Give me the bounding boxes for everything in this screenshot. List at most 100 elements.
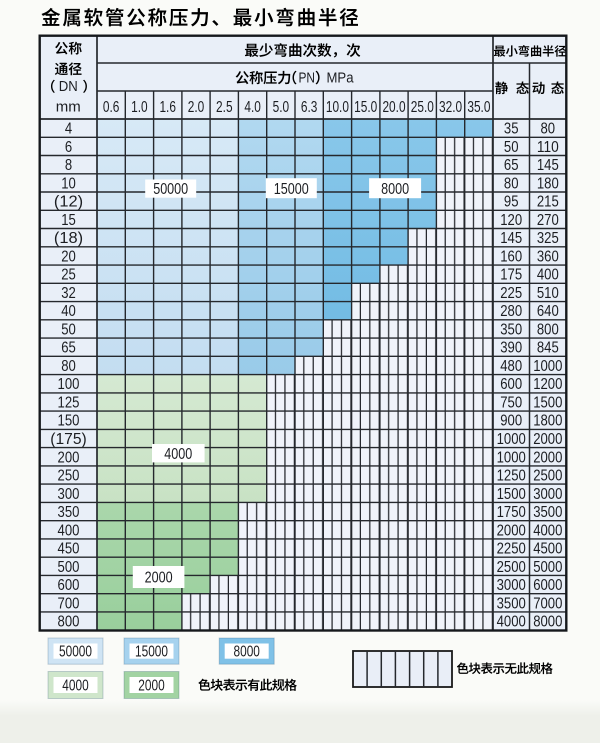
svg-text:1000: 1000 — [533, 358, 562, 375]
svg-text:5000: 5000 — [533, 559, 562, 576]
svg-text:20.0: 20.0 — [382, 99, 405, 116]
svg-text:280: 280 — [500, 303, 522, 320]
svg-text:35: 35 — [504, 121, 519, 138]
svg-text:1200: 1200 — [533, 376, 562, 393]
svg-text:1750: 1750 — [497, 504, 526, 521]
svg-text:4000: 4000 — [497, 614, 526, 631]
svg-text:15: 15 — [61, 212, 76, 229]
svg-text:360: 360 — [537, 248, 559, 265]
svg-text:100: 100 — [58, 376, 80, 393]
svg-text:145: 145 — [500, 230, 522, 247]
svg-text:80: 80 — [61, 358, 76, 375]
svg-text:215: 215 — [537, 194, 559, 211]
svg-text:2000: 2000 — [497, 522, 526, 539]
svg-text:160: 160 — [500, 248, 522, 265]
svg-text:8: 8 — [65, 157, 72, 174]
svg-text:2250: 2250 — [497, 541, 526, 558]
svg-text:3500: 3500 — [497, 595, 526, 612]
svg-text:600: 600 — [500, 376, 522, 393]
svg-text:2000: 2000 — [138, 677, 164, 694]
svg-text:1000: 1000 — [497, 431, 526, 448]
svg-text:95: 95 — [504, 194, 519, 211]
svg-text:35.0: 35.0 — [467, 99, 490, 116]
svg-text:65: 65 — [504, 157, 519, 174]
svg-text:5.0: 5.0 — [273, 99, 290, 116]
svg-text:32.0: 32.0 — [439, 99, 462, 116]
svg-text:MPa: MPa — [327, 71, 355, 87]
svg-text:4000: 4000 — [164, 446, 192, 463]
svg-text:10.0: 10.0 — [326, 99, 349, 116]
svg-text:390: 390 — [500, 340, 522, 357]
svg-text:800: 800 — [58, 614, 80, 631]
svg-text:25.0: 25.0 — [411, 99, 434, 116]
svg-text:400: 400 — [58, 522, 80, 539]
svg-text:1.0: 1.0 — [131, 99, 148, 116]
svg-text:1250: 1250 — [497, 468, 526, 485]
svg-text:80: 80 — [541, 121, 556, 138]
svg-text:125: 125 — [58, 395, 80, 412]
svg-text:250: 250 — [58, 468, 80, 485]
svg-text:10: 10 — [61, 175, 76, 192]
svg-text:0.6: 0.6 — [103, 99, 120, 116]
svg-text:4.0: 4.0 — [244, 99, 261, 116]
svg-text:175: 175 — [500, 267, 522, 284]
svg-text:120: 120 — [500, 212, 522, 229]
svg-text:50000: 50000 — [153, 181, 188, 198]
svg-text:350: 350 — [58, 504, 80, 521]
svg-text:32: 32 — [61, 285, 76, 302]
svg-text:350: 350 — [500, 322, 522, 339]
svg-text:2.0: 2.0 — [188, 99, 205, 116]
svg-text:3000: 3000 — [497, 577, 526, 594]
svg-text:225: 225 — [500, 285, 522, 302]
svg-text:(175): (175) — [50, 431, 87, 448]
svg-text:8000: 8000 — [533, 614, 562, 631]
svg-text:1.6: 1.6 — [159, 99, 176, 116]
svg-text:480: 480 — [500, 358, 522, 375]
svg-text:2000: 2000 — [533, 449, 562, 466]
svg-text:2000: 2000 — [145, 570, 173, 587]
svg-text:40: 40 — [61, 303, 76, 320]
svg-text:50000: 50000 — [59, 644, 92, 661]
svg-text:1800: 1800 — [533, 413, 562, 430]
svg-text:2500: 2500 — [533, 468, 562, 485]
svg-text:7000: 7000 — [533, 595, 562, 612]
svg-text:800: 800 — [537, 322, 559, 339]
svg-text:450: 450 — [58, 541, 80, 558]
svg-text:PN: PN — [299, 71, 316, 87]
svg-text:2000: 2000 — [533, 431, 562, 448]
svg-text:500: 500 — [58, 559, 80, 576]
svg-text:2.5: 2.5 — [216, 99, 233, 116]
svg-text:1500: 1500 — [533, 395, 562, 412]
svg-text:4: 4 — [65, 121, 72, 138]
svg-text:3000: 3000 — [533, 486, 562, 503]
svg-text:2500: 2500 — [497, 559, 526, 576]
svg-text:50: 50 — [61, 322, 76, 339]
svg-text:65: 65 — [61, 340, 76, 357]
svg-text:325: 325 — [537, 230, 559, 247]
svg-text:900: 900 — [500, 413, 522, 430]
svg-text:8000: 8000 — [381, 181, 409, 198]
svg-text:1000: 1000 — [497, 449, 526, 466]
svg-text:3500: 3500 — [533, 504, 562, 521]
svg-text:1500: 1500 — [497, 486, 526, 503]
svg-text:25: 25 — [61, 267, 76, 284]
svg-text:845: 845 — [537, 340, 559, 357]
svg-text:4000: 4000 — [533, 522, 562, 539]
svg-text:270: 270 — [537, 212, 559, 229]
svg-text:150: 150 — [58, 413, 80, 430]
svg-text:180: 180 — [537, 175, 559, 192]
svg-text:300: 300 — [58, 486, 80, 503]
svg-text:600: 600 — [58, 577, 80, 594]
svg-text:145: 145 — [537, 157, 559, 174]
svg-text:8000: 8000 — [234, 644, 260, 661]
svg-text:700: 700 — [58, 595, 80, 612]
svg-text:15000: 15000 — [135, 644, 168, 661]
svg-text:15000: 15000 — [274, 181, 309, 198]
svg-text:400: 400 — [537, 267, 559, 284]
svg-text:(18): (18) — [54, 230, 83, 247]
svg-text:80: 80 — [504, 175, 519, 192]
svg-text:110: 110 — [537, 139, 559, 156]
svg-text:200: 200 — [58, 449, 80, 466]
svg-text:750: 750 — [500, 395, 522, 412]
svg-text:4500: 4500 — [533, 541, 562, 558]
